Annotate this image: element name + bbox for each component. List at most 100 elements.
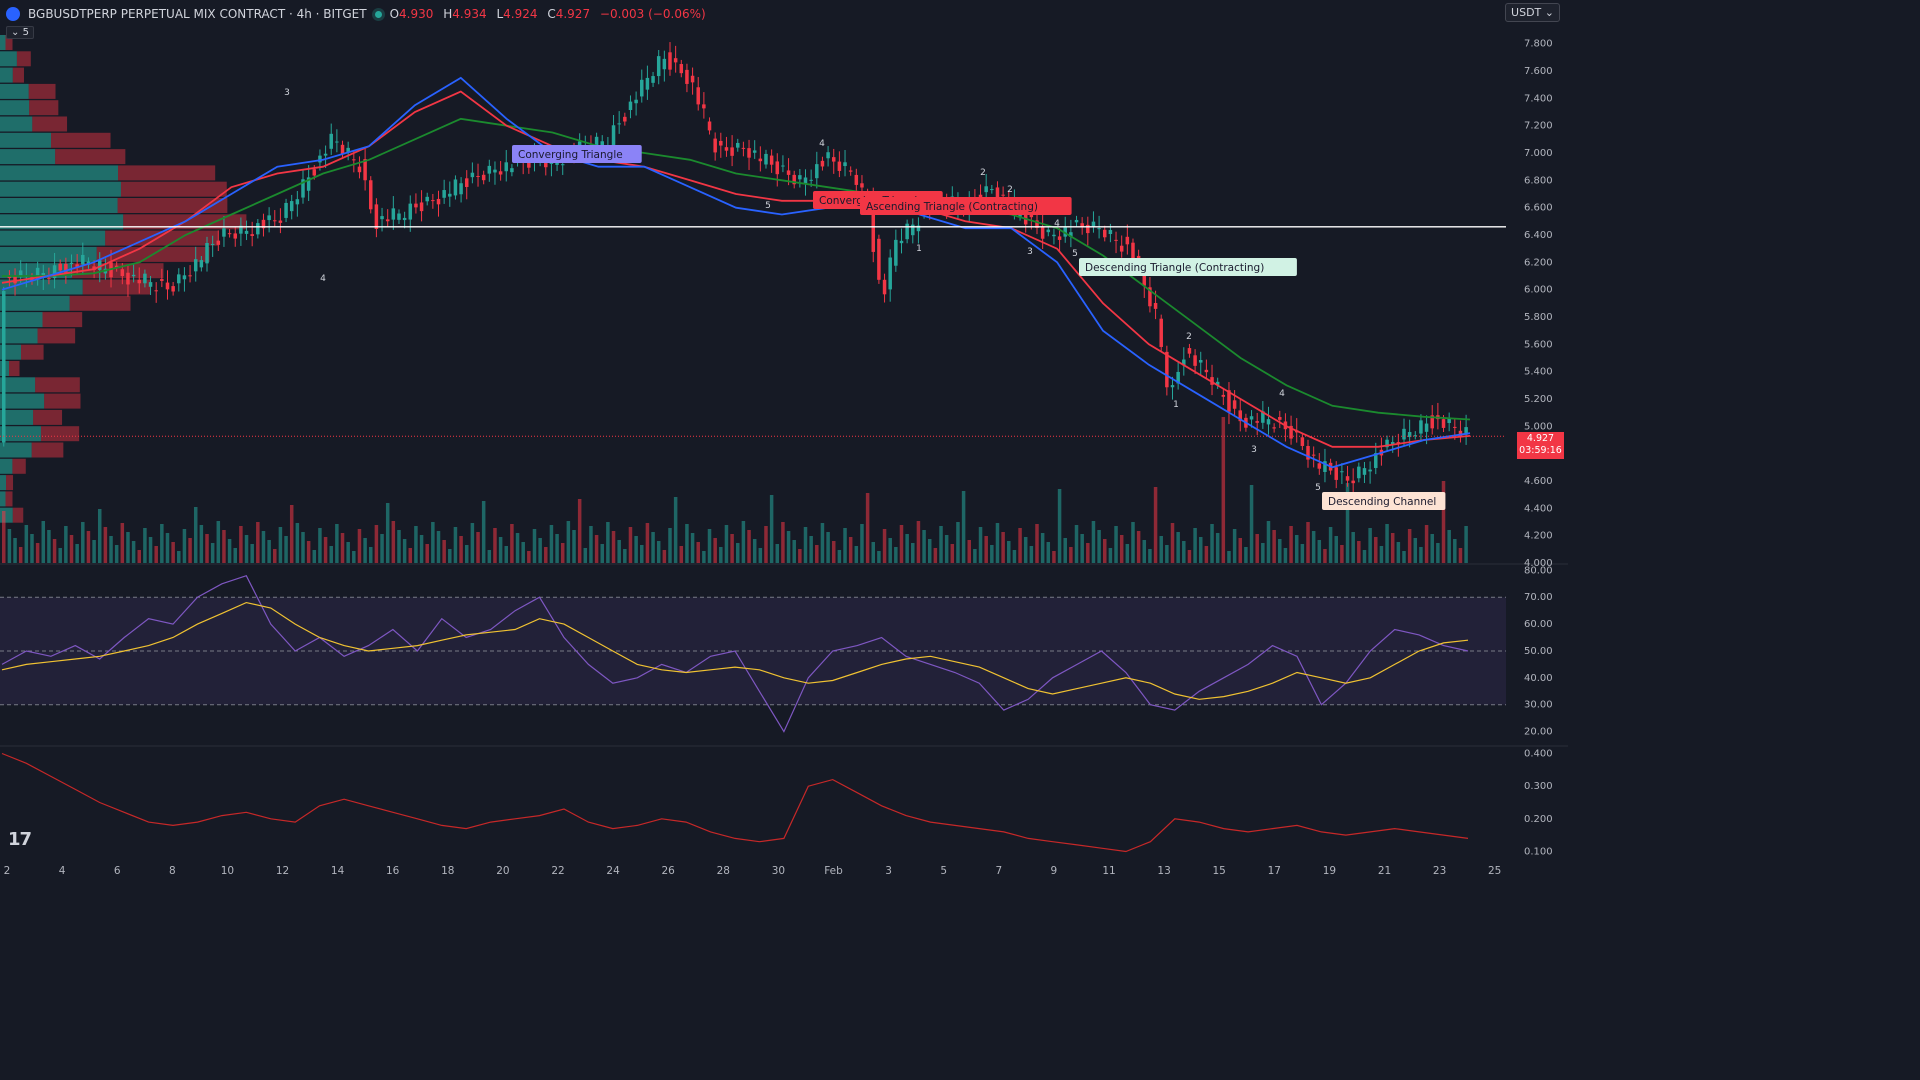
candle-body [1311, 454, 1316, 456]
candle-body [882, 279, 887, 295]
candle-body [888, 257, 892, 290]
currency-selector[interactable]: USDT ⌄ [1505, 3, 1560, 22]
volume-bar [414, 526, 418, 563]
candle-body [702, 104, 706, 109]
volume-bar [572, 530, 576, 563]
volume-bar [1368, 528, 1372, 563]
volume-bar [35, 543, 40, 563]
candle-body [1374, 453, 1378, 468]
volume-bar [425, 544, 429, 563]
ohlc-values: O4.930 H4.934 L4.924 C4.927 −0.003 (−0.0… [389, 7, 706, 21]
volume-bar [882, 529, 887, 563]
volume-bar [606, 522, 610, 563]
candle-body [696, 87, 700, 105]
rsi-axis-label: 40.00 [1524, 673, 1553, 684]
candle-body [1052, 234, 1056, 237]
candle-body [1086, 224, 1090, 234]
candle-body [634, 99, 638, 104]
volume-bar [724, 525, 729, 563]
candle-body [1187, 348, 1192, 354]
wave-label: 4 [819, 139, 825, 149]
volume-bar [984, 536, 988, 563]
volume-profile-bar-down [5, 35, 13, 50]
time-axis-label: 7 [995, 865, 1002, 877]
symbol-title[interactable]: BGBUSDTPERP PERPETUAL MIX CONTRACT · 4h … [28, 7, 367, 21]
volume-bar [617, 540, 621, 563]
time-axis-label: 3 [885, 865, 892, 877]
candle-body [1390, 442, 1395, 445]
candle-body [7, 276, 12, 279]
chart-canvas[interactable]: 7.800 7.600 7.400 7.200 7.000 6.800 6.600 6.400… [0, 0, 1568, 882]
candle-body [854, 174, 859, 185]
volume-bar [210, 543, 215, 563]
volume-bar [560, 543, 565, 563]
candle-body [1261, 411, 1265, 423]
volume-bar [81, 522, 85, 563]
candle-body [1232, 400, 1237, 409]
candle-body [222, 228, 226, 237]
volume-bar [927, 539, 932, 563]
time-axis-label: 21 [1378, 865, 1391, 877]
candle-body [391, 208, 396, 220]
volume-profile-bar-up [0, 116, 33, 132]
volume-bar [1148, 549, 1152, 563]
candle-body [114, 265, 119, 268]
volume-bar [1430, 534, 1434, 563]
candle-body [199, 260, 204, 268]
volume-bar [363, 538, 367, 563]
volume-bar [329, 546, 333, 563]
candle-body [120, 269, 125, 277]
time-axis-label: 19 [1323, 865, 1336, 877]
pattern-label-box [1079, 258, 1297, 276]
volume-bar [1238, 538, 1243, 563]
volume-bar [18, 547, 23, 563]
candle-body [481, 174, 486, 181]
volume-bar [1311, 531, 1316, 563]
ema-mid-line [1, 90, 1471, 448]
wave-label: 5 [1072, 249, 1078, 259]
volume-profile-bar-down [12, 67, 24, 83]
candle-body [1193, 355, 1197, 366]
candle-body [724, 147, 729, 151]
volume-bar [600, 544, 604, 563]
atr-axis-label: 0.100 [1524, 846, 1553, 857]
atr-axis-label: 0.300 [1524, 781, 1553, 792]
price-axis-label: 5.800 [1524, 312, 1553, 323]
volume-profile-bar-up [0, 442, 32, 458]
candle-body [256, 223, 260, 235]
time-axis-label: 18 [441, 865, 454, 877]
candle-body [1069, 232, 1073, 237]
volume-bar [713, 538, 717, 563]
volume-bar [1323, 549, 1327, 563]
volume-bar [199, 525, 204, 563]
indicator-toggle[interactable]: ⌄ 5 [6, 26, 34, 39]
volume-bar [41, 521, 46, 563]
price-axis-label: 6.200 [1524, 257, 1553, 268]
volume-bar [685, 524, 689, 563]
candle-body [97, 260, 102, 270]
volume-bar [92, 540, 96, 563]
volume-bar [594, 535, 599, 563]
volume-bar [1390, 533, 1395, 563]
volume-bar [707, 529, 712, 563]
volume-bar [1074, 525, 1079, 563]
volume-bar [120, 523, 125, 563]
candle-body [752, 150, 757, 153]
time-axis-label: 11 [1102, 865, 1115, 877]
candle-body [323, 153, 328, 156]
volume-bar [1227, 551, 1231, 563]
candle-body [1029, 214, 1034, 218]
price-axis-label: 5.400 [1524, 367, 1553, 378]
volume-bar [990, 545, 994, 563]
candle-body [244, 230, 249, 234]
time-axis-label: 2 [4, 865, 11, 877]
tradingview-logo-icon[interactable]: 17 [8, 829, 32, 850]
volume-profile-bar-down [8, 361, 20, 376]
candle-body [1453, 426, 1457, 428]
volume-bar [1035, 524, 1039, 563]
volume-profile-bar-down [33, 409, 63, 425]
candle-body [13, 276, 17, 284]
volume-bar [1159, 536, 1163, 563]
candle-body [182, 275, 187, 280]
volume-bar [544, 547, 548, 563]
